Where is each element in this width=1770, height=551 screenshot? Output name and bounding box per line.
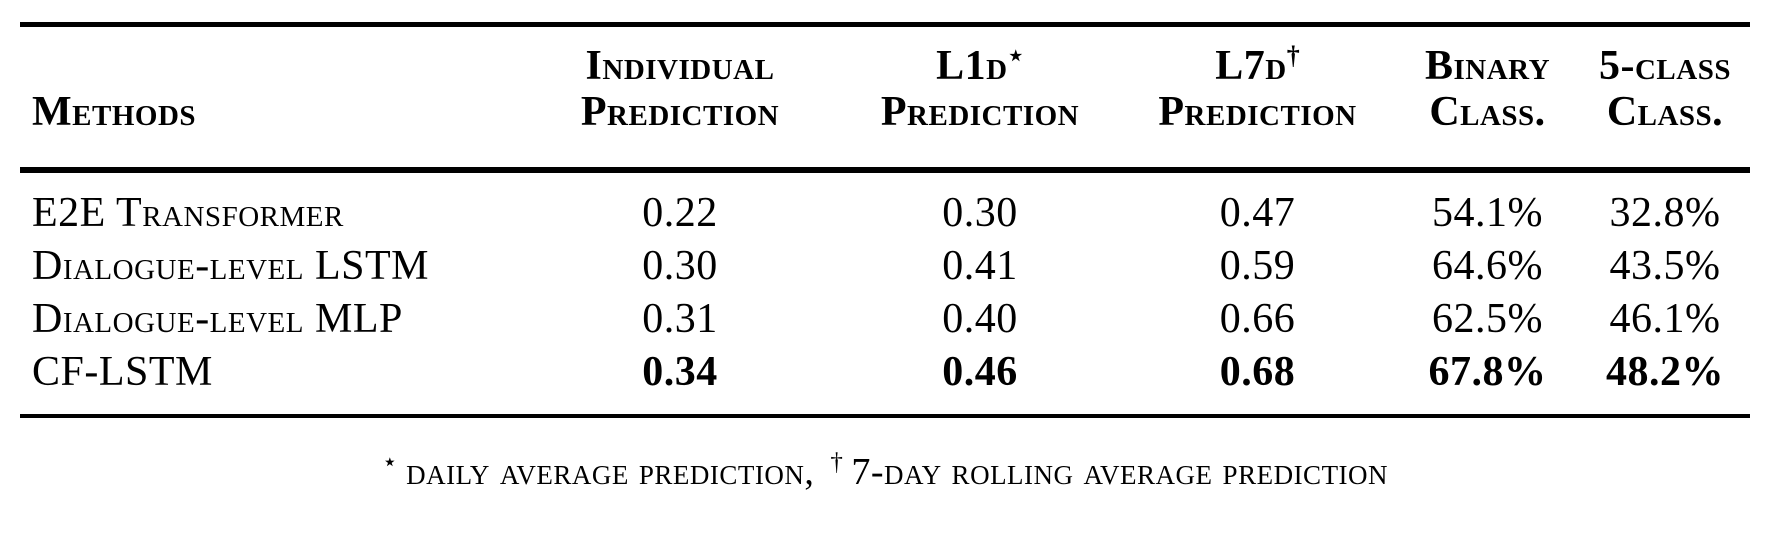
value-cell: 0.59: [1219, 243, 1296, 289]
method-cell: Dialogue-level LSTM: [32, 243, 429, 289]
col-header-5class-class: 5-class Class.: [1580, 24, 1750, 173]
header-line1: Individual: [585, 43, 775, 89]
header-line1: Binary: [1424, 43, 1551, 89]
value-cell: 0.22: [642, 190, 718, 236]
star-icon: ⋆: [381, 449, 399, 477]
dagger-icon: †: [830, 449, 844, 477]
value-cell: 0.41: [942, 243, 1018, 289]
value-cell: 62.5%: [1432, 296, 1543, 342]
value-cell: 64.6%: [1432, 243, 1543, 289]
col-header-methods: Methods: [20, 24, 520, 173]
col-header-l7d-prediction: L7d† Prediction: [1120, 24, 1395, 173]
value-cell: 48.2%: [1606, 349, 1724, 395]
header-line2: Prediction: [880, 89, 1080, 135]
table-row-dialogue-level-lstm: Dialogue-level LSTM 0.30 0.41 0.59 64.6%…: [20, 240, 1750, 293]
table-row-e2e-transformer: E2E Transformer 0.22 0.30 0.47 54.1% 32.…: [20, 170, 1750, 240]
value-cell: 0.31: [642, 296, 718, 342]
method-cell: CF-LSTM: [32, 349, 213, 395]
header-line1: L1d⋆: [936, 41, 1024, 90]
header-line2: Methods: [32, 89, 197, 135]
header-line1: 5-class: [1599, 43, 1731, 89]
header-line2: Prediction: [580, 89, 780, 135]
star-superscript: ⋆: [1007, 41, 1024, 70]
table-row-cf-lstm: CF-LSTM 0.34 0.46 0.68 67.8% 48.2%: [20, 346, 1750, 416]
header-line1: L7d†: [1215, 41, 1300, 90]
col-header-l1d-prediction: L1d⋆ Prediction: [840, 24, 1120, 173]
value-cell: 0.46: [942, 349, 1018, 395]
footnote-dagger-text: 7-day rolling average prediction: [851, 451, 1389, 493]
results-table: Methods Individual Prediction L1d⋆ Predi…: [20, 22, 1750, 418]
col-header-binary-class: Binary Class.: [1395, 24, 1580, 173]
value-cell: 67.8%: [1428, 349, 1547, 395]
value-cell: 46.1%: [1609, 296, 1721, 342]
value-cell: 0.34: [642, 349, 718, 395]
header-line2: Class.: [1429, 89, 1546, 135]
value-cell: 0.66: [1219, 296, 1296, 342]
value-cell: 0.30: [942, 190, 1018, 236]
value-cell: 0.30: [642, 243, 718, 289]
col-header-individual-prediction: Individual Prediction: [520, 24, 840, 173]
dagger-superscript: †: [1286, 41, 1300, 70]
header-line2: Prediction: [1158, 89, 1357, 135]
footnote-star-text: daily average prediction,: [406, 451, 815, 493]
value-cell: 0.40: [942, 296, 1018, 342]
table-footnote: ⋆ daily average prediction, † 7-day rolling…: [0, 449, 1770, 493]
value-cell: 54.1%: [1432, 190, 1543, 236]
value-cell: 32.8%: [1609, 190, 1721, 236]
header-line2: Class.: [1606, 89, 1724, 135]
table-header: Methods Individual Prediction L1d⋆ Predi…: [20, 24, 1750, 173]
table-row-dialogue-level-mlp: Dialogue-level MLP 0.31 0.40 0.66 62.5% …: [20, 293, 1750, 346]
method-cell: E2E Transformer: [32, 190, 344, 236]
header-row: Methods Individual Prediction L1d⋆ Predi…: [20, 24, 1750, 173]
value-cell: 0.68: [1219, 349, 1296, 395]
value-cell: 43.5%: [1609, 243, 1721, 289]
method-cell: Dialogue-level MLP: [32, 296, 403, 342]
table-body: E2E Transformer 0.22 0.30 0.47 54.1% 32.…: [20, 170, 1750, 416]
value-cell: 0.47: [1219, 190, 1296, 236]
